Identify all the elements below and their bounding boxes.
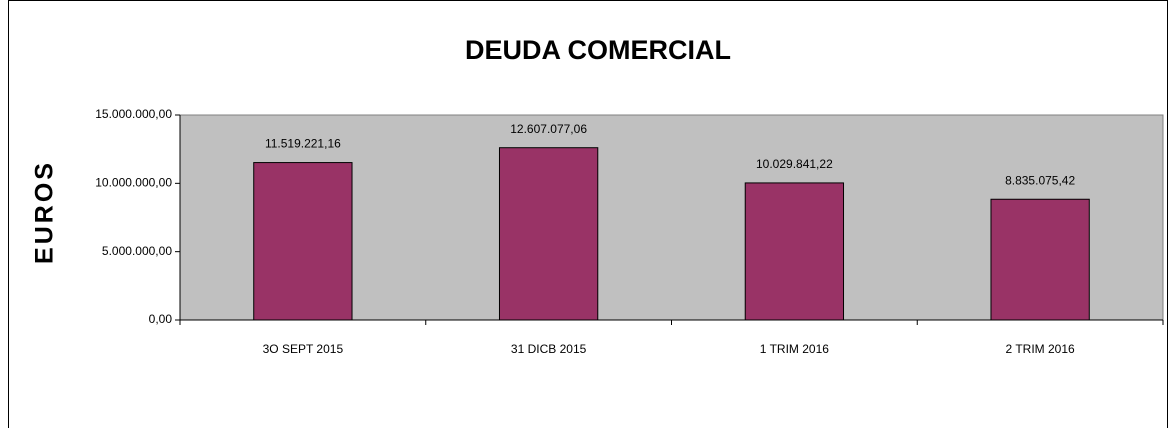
x-tick-label: 1 TRIM 2016	[760, 342, 829, 356]
bar	[744, 182, 845, 321]
y-tick-label: 15.000.000,00	[95, 107, 172, 121]
x-tick-label: 31 DICB 2015	[511, 342, 587, 356]
y-tick-label: 0,00	[149, 312, 173, 326]
value-label: 8.835.075,42	[1005, 173, 1075, 187]
x-tick-label: 3O SEPT 2015	[263, 342, 344, 356]
bar	[498, 147, 599, 321]
bar	[253, 162, 353, 321]
y-axis-label: EUROS	[31, 160, 59, 264]
value-label: 11.519.221,16	[265, 137, 341, 151]
y-tick-label: 10.000.000,00	[95, 176, 172, 190]
x-tick-label: 2 TRIM 2016	[1006, 342, 1075, 356]
value-label: 12.607.077,06	[510, 122, 587, 136]
chart-title: DEUDA COMERCIAL	[465, 35, 731, 65]
value-label: 10.029.841,22	[756, 157, 833, 171]
y-tick-label: 5.000.000,00	[102, 244, 172, 258]
bar	[990, 198, 1090, 321]
